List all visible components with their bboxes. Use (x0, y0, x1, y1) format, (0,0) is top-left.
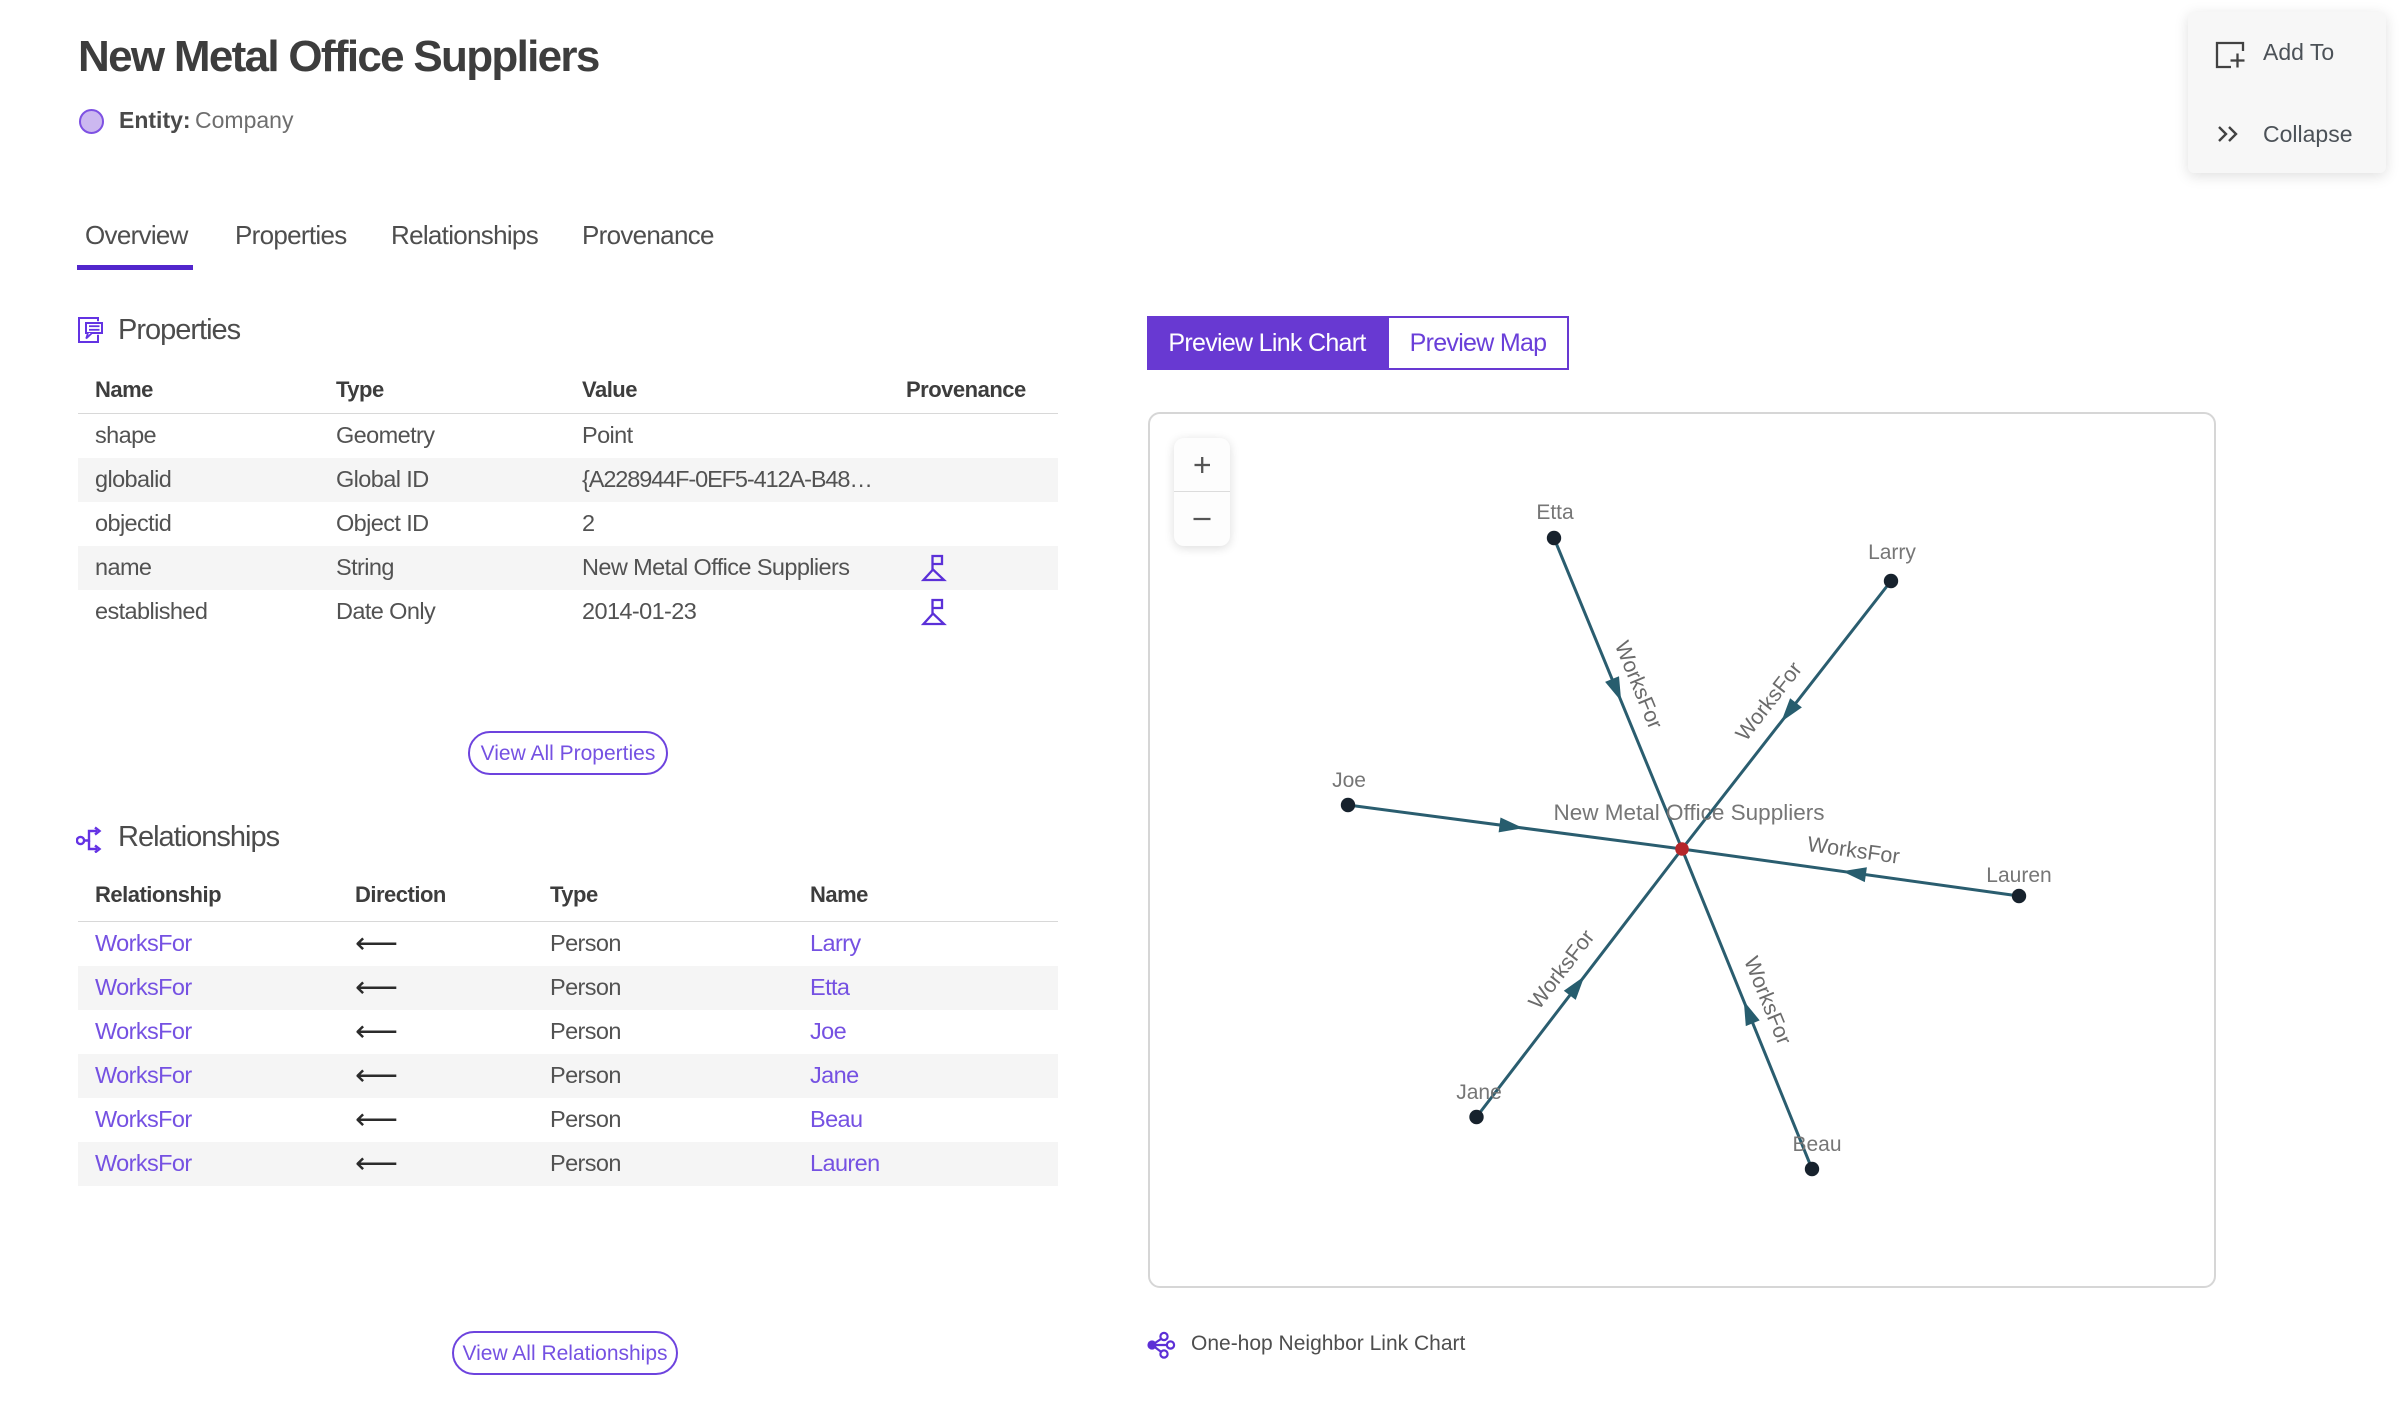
svg-text:Etta: Etta (1536, 501, 1574, 524)
svg-text:Larry: Larry (1868, 541, 1916, 564)
svg-text:WorksFor: WorksFor (1806, 832, 1901, 869)
svg-text:Lauren: Lauren (1986, 864, 2051, 887)
svg-text:Joe: Joe (1332, 769, 1366, 792)
svg-text:Beau: Beau (1792, 1133, 1841, 1156)
svg-text:WorksFor: WorksFor (1739, 953, 1796, 1048)
svg-text:New Metal Office Suppliers: New Metal Office Suppliers (1554, 800, 1825, 825)
svg-text:Jane: Jane (1456, 1081, 1502, 1104)
